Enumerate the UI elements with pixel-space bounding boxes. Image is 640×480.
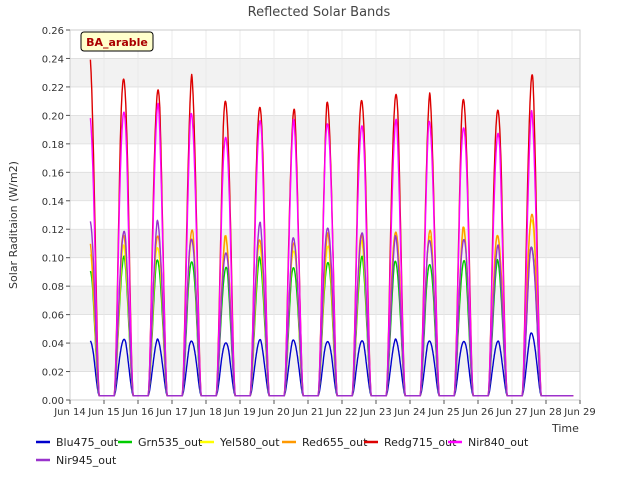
series-line-nir945-out (89, 219, 574, 397)
x-tick-label: Jun 28 (529, 407, 562, 418)
y-tick-label: 0.16 (42, 168, 64, 179)
legend-item: Redg715_out (364, 436, 457, 449)
x-axis-ticks: Jun 14 Jun 15 Jun 16 Jun 17 Jun 18 Jun 19 Jun … (53, 400, 596, 418)
x-tick-label: Jun 17 (155, 407, 188, 418)
x-tick-label: Jun 24 (393, 407, 426, 418)
legend-label: Blu475_out (56, 436, 119, 449)
legend-item: Grn535_out (118, 436, 203, 449)
y-tick-label: 0.14 (42, 197, 64, 208)
x-axis-label: Time (551, 422, 579, 435)
legend-item: Red655_out (282, 436, 368, 449)
x-tick-label: Jun 29 (563, 407, 596, 418)
y-tick-label: 0.22 (42, 83, 64, 94)
x-tick-label: Jun 25 (427, 407, 460, 418)
x-tick-label: Jun 19 (223, 407, 256, 418)
x-tick-label: Jun 27 (495, 407, 528, 418)
x-tick-label: Jun 22 (325, 407, 358, 418)
y-tick-label: 0.04 (42, 339, 64, 350)
chart-title: Reflected Solar Bands (248, 5, 391, 20)
x-tick-label: Jun 20 (257, 407, 290, 418)
x-tick-label: Jun 26 (461, 407, 494, 418)
legend: Blu475_out Grn535_out Yel580_out Red655_out… (36, 436, 529, 467)
x-tick-label: Jun 14 (53, 407, 86, 418)
x-tick-label: Jun 15 (87, 407, 120, 418)
y-axis-ticks: 0.00 0.02 0.04 0.06 0.08 0.10 0.12 0.14 0.16 0.18… (42, 26, 70, 407)
legend-item: Nir945_out (36, 454, 117, 467)
y-tick-label: 0.00 (42, 396, 64, 407)
legend-label: Yel580_out (219, 436, 280, 449)
legend-item: Yel580_out (200, 436, 280, 449)
legend-label: Red655_out (302, 436, 368, 449)
station-badge-label: BA_arable (86, 36, 148, 49)
station-badge: BA_arable (80, 31, 154, 52)
plot-band (70, 58, 580, 87)
plot-band (70, 200, 580, 230)
legend-item: Nir840_out (448, 436, 529, 449)
y-axis-label: Solar Raditaion (W/m2) (7, 161, 20, 289)
y-tick-label: 0.08 (42, 282, 64, 293)
y-tick-label: 0.20 (42, 111, 64, 122)
x-tick-label: Jun 23 (359, 407, 392, 418)
plot-band (70, 314, 580, 344)
y-tick-label: 0.18 (42, 140, 64, 151)
y-tick-label: 0.06 (42, 311, 64, 322)
plot-frame (69, 29, 581, 401)
plot-band (70, 86, 580, 116)
y-tick-label: 0.10 (42, 254, 64, 265)
legend-item: Blu475_out (36, 436, 119, 449)
y-tick-label: 0.26 (42, 26, 64, 37)
y-tick-label: 0.24 (42, 54, 64, 65)
legend-label: Nir840_out (468, 436, 529, 449)
series-lines (89, 59, 574, 397)
y-tick-label: 0.12 (42, 225, 64, 236)
x-tick-label: Jun 21 (291, 407, 324, 418)
plot-band (70, 371, 580, 400)
station-badge-box (80, 31, 154, 52)
x-tick-label: Jun 16 (121, 407, 154, 418)
legend-label: Nir945_out (56, 454, 117, 467)
x-tick-label: Jun 18 (189, 407, 222, 418)
legend-label: Grn535_out (138, 436, 203, 449)
plot-band (70, 30, 580, 59)
y-tick-label: 0.02 (42, 368, 64, 379)
legend-label: Redg715_out (384, 436, 457, 449)
